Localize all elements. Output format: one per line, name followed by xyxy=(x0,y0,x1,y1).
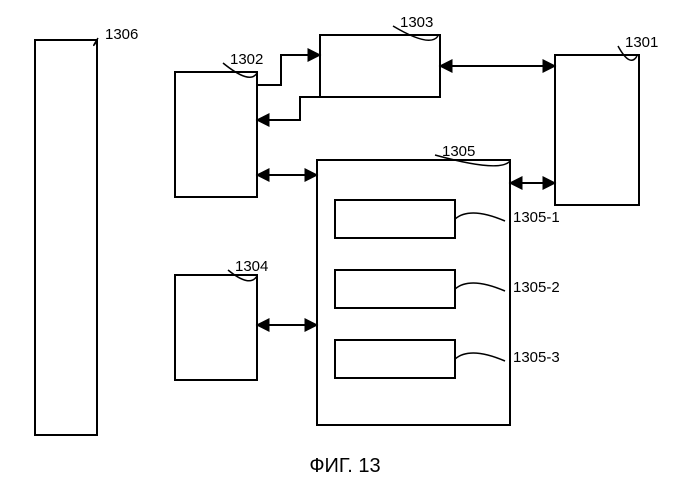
label-l1302: 1302 xyxy=(230,51,263,68)
leader xyxy=(455,353,505,361)
label-l1303: 1303 xyxy=(400,14,433,31)
box-b1304 xyxy=(175,275,257,380)
box-b1301 xyxy=(555,55,639,205)
box-b1306 xyxy=(35,40,97,435)
label-l1305_1: 1305-1 xyxy=(513,209,560,226)
box-b1305_1 xyxy=(335,200,455,238)
figure-caption: ФИГ. 13 xyxy=(309,455,380,477)
arrow-1302-1303 xyxy=(256,55,320,85)
label-l1305: 1305 xyxy=(442,143,475,160)
leader xyxy=(455,283,505,291)
arrow-1303-1302 xyxy=(257,97,320,120)
box-b1305_2 xyxy=(335,270,455,308)
box-b1303 xyxy=(320,35,440,97)
label-l1305_2: 1305-2 xyxy=(513,279,560,296)
box-b1305_3 xyxy=(335,340,455,378)
label-l1306: 1306 xyxy=(105,26,138,43)
box-b1302 xyxy=(175,72,257,197)
label-l1301: 1301 xyxy=(625,34,658,51)
leader xyxy=(455,213,505,221)
label-l1304: 1304 xyxy=(235,258,268,275)
label-l1305_3: 1305-3 xyxy=(513,349,560,366)
